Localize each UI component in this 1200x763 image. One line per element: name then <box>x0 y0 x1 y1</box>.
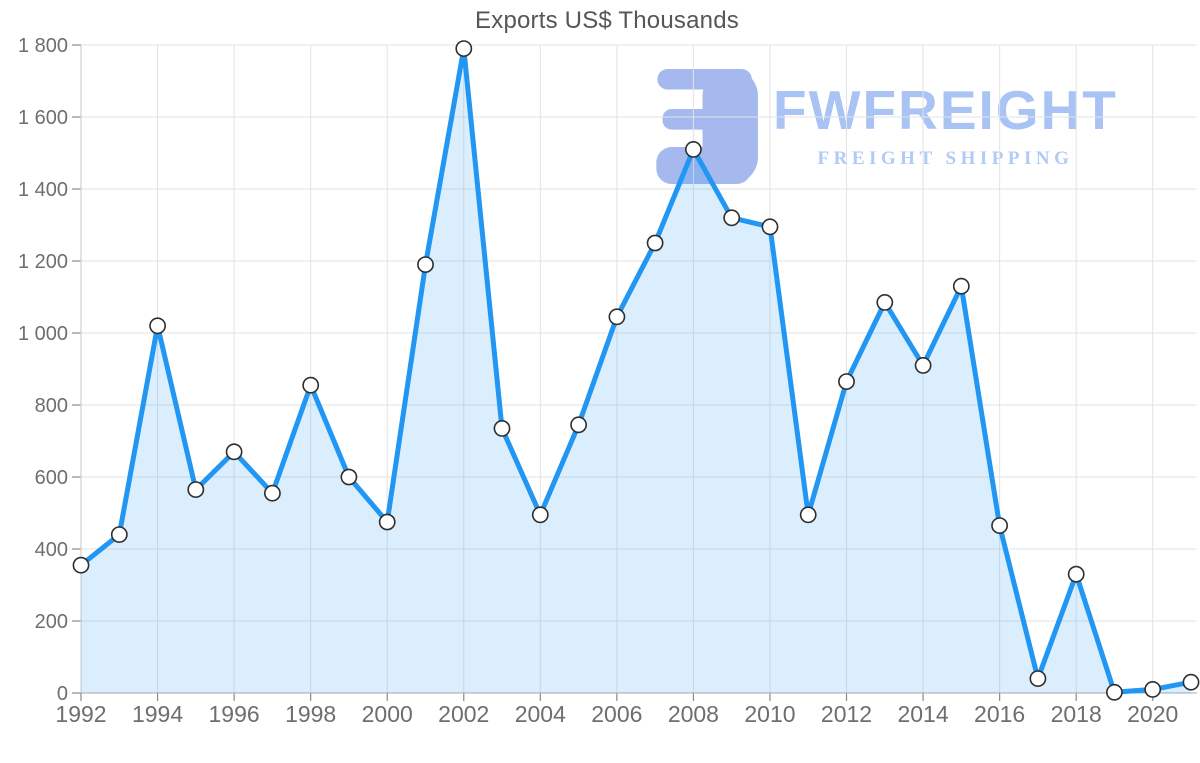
x-axis-label: 1994 <box>132 701 183 727</box>
x-axis-label: 2002 <box>438 701 489 727</box>
x-axis-label: 2020 <box>1127 701 1178 727</box>
y-axis-label: 0 <box>57 683 68 705</box>
y-axis-label: 200 <box>35 611 68 633</box>
data-point-2010[interactable] <box>761 218 779 236</box>
fwfreight-logo-icon <box>656 69 758 184</box>
x-axis-label: 2000 <box>362 701 413 727</box>
logo-glyph <box>656 69 758 184</box>
x-axis-label: 2010 <box>744 701 795 727</box>
data-point-2012[interactable] <box>838 373 855 390</box>
x-axis-label: 2018 <box>1051 701 1102 727</box>
series-area <box>81 48 1191 694</box>
x-axis-label: 2016 <box>974 701 1025 727</box>
data-point-1992[interactable] <box>72 556 90 574</box>
x-axis-label: 1992 <box>55 701 106 727</box>
data-point-2016[interactable] <box>991 517 1008 534</box>
x-axis-label: 2006 <box>591 701 642 727</box>
x-axis-label: 1996 <box>209 701 260 727</box>
x-axis-label: 2012 <box>821 701 872 727</box>
data-point-2002[interactable] <box>455 40 473 57</box>
data-point-2007[interactable] <box>646 234 664 252</box>
brand-tagline: FREIGHT SHIPPING <box>817 148 1074 169</box>
brand-text-block: FWFREIGHT FREIGHT SHIPPING <box>773 83 1118 170</box>
data-point-1997[interactable] <box>263 484 281 502</box>
series-line <box>78 46 1194 695</box>
y-axis-label: 600 <box>35 467 68 489</box>
data-point-1996[interactable] <box>225 443 243 461</box>
y-axis-label: 1 000 <box>18 323 68 345</box>
y-axis-label: 800 <box>35 395 68 417</box>
y-axis-label: 1 400 <box>18 179 68 201</box>
data-point-1994[interactable] <box>149 317 166 335</box>
data-point-2009[interactable] <box>723 209 741 227</box>
data-point-2011[interactable] <box>799 506 817 524</box>
y-axis-label: 1 800 <box>18 35 68 57</box>
brand-watermark: FWFREIGHT FREIGHT SHIPPING <box>645 69 1118 184</box>
data-point-1998[interactable] <box>302 376 320 394</box>
x-axis-label: 2004 <box>515 701 566 727</box>
data-point-2006[interactable] <box>608 308 626 326</box>
data-point-2013[interactable] <box>876 293 894 311</box>
data-point-1993[interactable] <box>110 526 128 543</box>
y-axis-label: 400 <box>35 539 68 561</box>
data-point-2001[interactable] <box>417 256 434 273</box>
data-point-2005[interactable] <box>570 416 587 434</box>
data-point-2018[interactable] <box>1067 565 1085 583</box>
data-point-1995[interactable] <box>187 481 205 498</box>
data-point-2000[interactable] <box>378 513 396 531</box>
data-point-2014[interactable] <box>914 356 932 374</box>
data-point-1999[interactable] <box>340 468 358 486</box>
x-axis-label: 1998 <box>285 701 336 727</box>
data-point-2004[interactable] <box>531 506 549 524</box>
data-point-2008[interactable] <box>685 140 702 158</box>
data-point-2015[interactable] <box>952 277 970 295</box>
data-point-2021[interactable] <box>1182 673 1200 691</box>
y-axis-label: 1 600 <box>18 107 68 129</box>
brand-name: FWFREIGHT <box>773 79 1118 141</box>
chart-title: Exports US$ Thousands <box>475 7 739 34</box>
data-point-2003[interactable] <box>493 419 511 437</box>
y-axis-label: 1 200 <box>18 251 68 273</box>
x-axis-label: 2014 <box>897 701 948 727</box>
x-axis-label: 2008 <box>668 701 719 727</box>
data-point-2019[interactable] <box>1106 683 1123 701</box>
data-point-2017[interactable] <box>1029 670 1047 687</box>
data-point-2020[interactable] <box>1144 681 1162 698</box>
